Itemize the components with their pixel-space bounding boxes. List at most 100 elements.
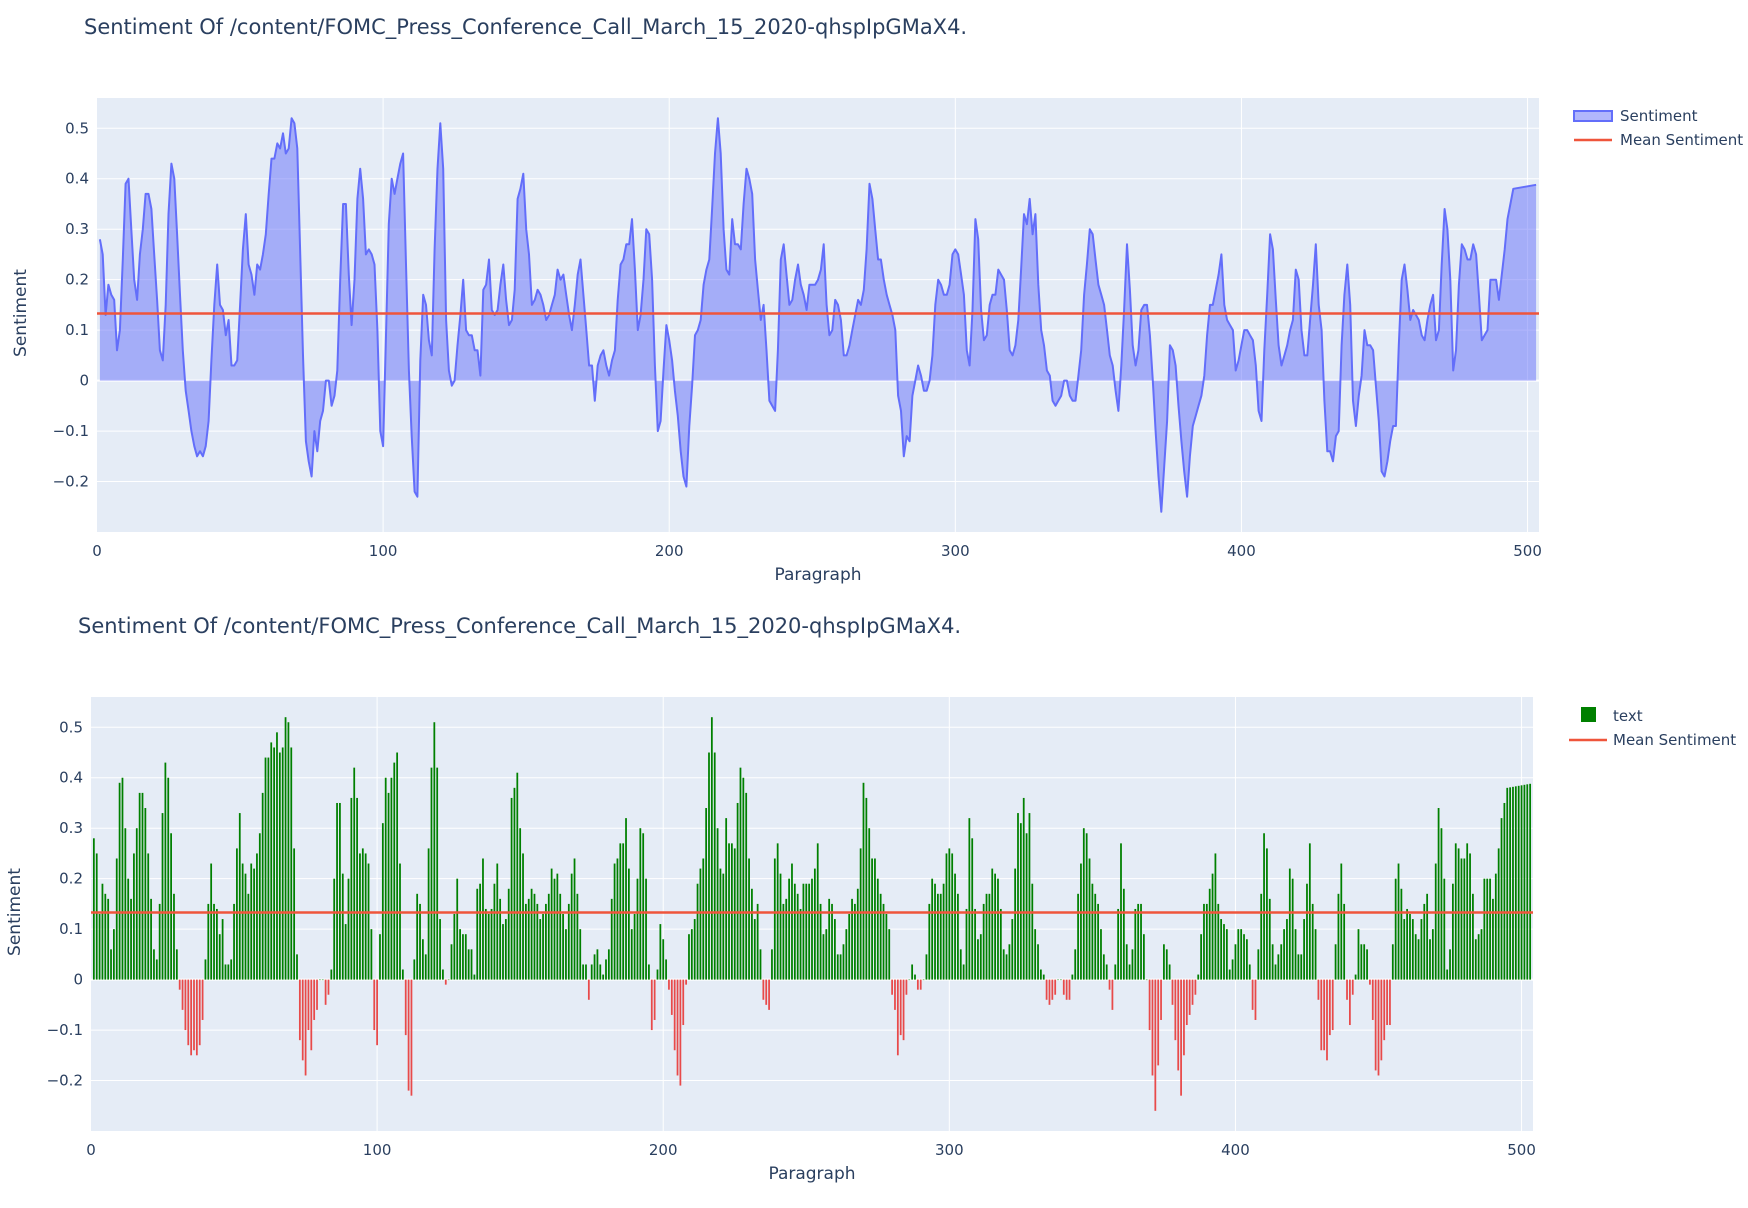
bar bbox=[459, 929, 461, 980]
bar bbox=[688, 934, 690, 980]
bar bbox=[1088, 858, 1091, 980]
bar bbox=[1486, 878, 1489, 980]
bar bbox=[1157, 979, 1160, 1066]
bar bbox=[422, 939, 424, 980]
bar bbox=[593, 954, 596, 980]
bar bbox=[1477, 934, 1480, 980]
bar bbox=[396, 752, 399, 980]
bar bbox=[1220, 919, 1223, 980]
bar bbox=[765, 979, 768, 1005]
bar bbox=[1205, 903, 1208, 980]
bar bbox=[341, 873, 344, 980]
bar bbox=[605, 959, 607, 980]
bar bbox=[1394, 878, 1397, 980]
bar bbox=[1054, 979, 1057, 995]
bar bbox=[321, 979, 324, 981]
bar bbox=[985, 893, 988, 980]
bar bbox=[633, 914, 636, 980]
bar bbox=[1091, 883, 1094, 980]
bar bbox=[444, 979, 447, 985]
bar bbox=[1446, 969, 1449, 980]
bar bbox=[696, 883, 699, 980]
bar bbox=[164, 762, 167, 980]
bar bbox=[319, 979, 321, 981]
bar bbox=[865, 797, 868, 980]
bar bbox=[1366, 949, 1368, 980]
bar bbox=[407, 979, 410, 1091]
bar bbox=[1080, 863, 1082, 980]
bar bbox=[905, 979, 908, 995]
bar bbox=[390, 777, 393, 980]
bar bbox=[1509, 787, 1511, 980]
bar bbox=[1409, 914, 1411, 980]
bar bbox=[1460, 858, 1463, 980]
bar bbox=[957, 893, 959, 980]
bar bbox=[224, 964, 227, 980]
bar bbox=[1097, 903, 1099, 980]
bar bbox=[1014, 868, 1017, 980]
bar bbox=[1022, 797, 1025, 980]
bar bbox=[253, 868, 255, 980]
bar bbox=[167, 777, 170, 980]
bar bbox=[954, 873, 956, 980]
bar bbox=[95, 853, 98, 980]
bar bbox=[404, 979, 407, 1036]
bar bbox=[1434, 863, 1437, 980]
y-tick-label: −0.2 bbox=[53, 473, 89, 491]
legend[interactable]: Sentiment Mean Sentiment bbox=[1573, 107, 1743, 149]
x-tick-label: 300 bbox=[941, 542, 970, 560]
bar bbox=[596, 949, 599, 980]
bar bbox=[462, 934, 464, 980]
legend-label-mean: Mean Sentiment bbox=[1613, 731, 1736, 749]
bar bbox=[587, 979, 590, 1000]
legend[interactable]: text Mean Sentiment bbox=[1569, 707, 1736, 749]
bar bbox=[1300, 954, 1303, 980]
bar bbox=[894, 979, 896, 1010]
bar bbox=[113, 929, 115, 980]
bar bbox=[244, 873, 247, 980]
bar bbox=[931, 878, 934, 980]
bar bbox=[573, 858, 576, 980]
bar bbox=[1377, 979, 1380, 1076]
bar bbox=[871, 858, 873, 980]
bar bbox=[819, 903, 822, 980]
y-tick-labels: −0.2 −0.1 0 0.1 0.2 0.3 0.4 0.5 bbox=[53, 119, 89, 490]
bar bbox=[118, 782, 121, 980]
bar bbox=[1529, 783, 1532, 980]
bar bbox=[1346, 979, 1348, 1000]
bar bbox=[227, 964, 230, 980]
bar bbox=[353, 767, 356, 980]
y-tick-label: 0.1 bbox=[65, 321, 89, 339]
bar bbox=[344, 924, 347, 980]
bar bbox=[579, 929, 582, 980]
bar bbox=[270, 742, 273, 980]
bar bbox=[1497, 848, 1500, 980]
bar bbox=[530, 888, 533, 980]
bar bbox=[510, 797, 513, 980]
bar bbox=[124, 828, 127, 980]
bar bbox=[676, 979, 679, 1076]
x-tick-label: 0 bbox=[86, 1141, 96, 1159]
bar bbox=[110, 949, 112, 980]
bar bbox=[135, 828, 138, 980]
bar bbox=[999, 908, 1002, 980]
bar bbox=[962, 964, 965, 980]
bar bbox=[1483, 878, 1486, 980]
bar bbox=[1125, 944, 1128, 980]
bar bbox=[1423, 903, 1426, 980]
bar bbox=[1411, 919, 1414, 980]
bar bbox=[662, 939, 665, 980]
x-tick-label: 100 bbox=[363, 1141, 392, 1159]
bar bbox=[565, 929, 567, 980]
bar bbox=[1257, 949, 1260, 980]
bar bbox=[848, 914, 851, 980]
bar bbox=[1492, 898, 1494, 980]
bar bbox=[187, 979, 190, 1046]
bar bbox=[436, 767, 439, 980]
bar bbox=[716, 828, 719, 980]
bar bbox=[1374, 979, 1377, 1071]
bar bbox=[1351, 979, 1354, 995]
bar bbox=[607, 949, 610, 980]
bar bbox=[1188, 979, 1191, 1015]
bar bbox=[264, 757, 267, 980]
